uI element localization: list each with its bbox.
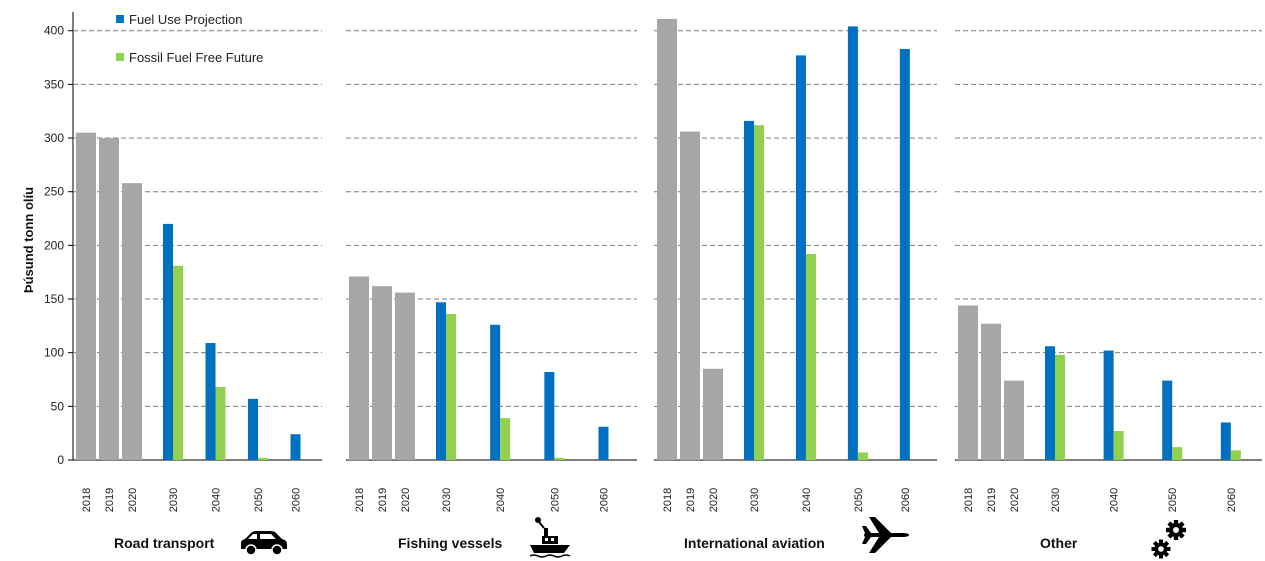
fuel-use-bar-2030: [744, 120, 754, 460]
y-tick-label: 300: [44, 131, 64, 145]
x-tick-label: 2019: [986, 488, 998, 512]
x-tick-label: 2030: [441, 488, 453, 512]
gears-icon: [1151, 520, 1186, 559]
x-tick-label: 2050: [1167, 488, 1179, 512]
x-tick-label: 2030: [1050, 488, 1062, 512]
fuel-use-bar-2040: [490, 324, 501, 460]
x-tick-label: 2040: [1109, 488, 1121, 512]
car-icon: [241, 531, 287, 556]
y-tick-label: 350: [44, 77, 64, 91]
fossil-free-bar-2040: [805, 253, 816, 460]
historical-bar-2020: [703, 368, 723, 460]
fossil-free-bar-2030: [754, 125, 764, 461]
fossil-free-bar-2050: [1172, 447, 1183, 460]
legend-label-fossil-free: Fossil Fuel Free Future: [129, 49, 264, 65]
fuel-use-bar-2050: [544, 372, 555, 460]
x-tick-label: 2030: [168, 488, 180, 512]
historical-bar-2018: [76, 132, 96, 460]
y-tick-label: 0: [57, 453, 64, 467]
group-label-international-aviation: International aviation: [684, 535, 825, 551]
historical-bar-2019: [372, 286, 392, 460]
x-tick-label: 2030: [749, 488, 761, 512]
fuel-use-bar-2040: [205, 343, 216, 460]
x-tick-label: 2060: [291, 488, 303, 512]
fuel-use-bar-2040: [1103, 350, 1114, 460]
historical-bar-2019: [981, 323, 1001, 460]
x-tick-label: 2019: [377, 488, 389, 512]
y-tick-label: 400: [44, 24, 64, 38]
y-tick-label: 100: [44, 346, 64, 360]
fuel-use-bar-2030: [436, 302, 446, 460]
x-tick-label: 2050: [853, 488, 865, 512]
y-tick-label: 150: [44, 292, 64, 306]
historical-bar-2020: [395, 292, 415, 460]
fuel-use-bar-2030: [1045, 346, 1055, 460]
x-tick-label: 2018: [963, 488, 975, 512]
legend: Fuel Use Projection Fossil Fuel Free Fut…: [116, 10, 263, 86]
fossil-free-bar-2030: [173, 265, 183, 460]
x-tick-label: 2019: [104, 488, 116, 512]
historical-bar-2019: [680, 131, 700, 461]
fuel-use-bar-2050: [248, 398, 258, 460]
x-tick-label: 2060: [1226, 488, 1238, 512]
y-tick-label: 250: [44, 185, 64, 199]
historical-bar-2020: [1004, 380, 1024, 460]
x-tick-label: 2018: [81, 488, 93, 512]
fossil-free-bar-2040: [215, 387, 226, 460]
x-tick-label: 2050: [549, 488, 561, 512]
fuel-use-bar-2040: [795, 55, 806, 460]
historical-bar-2018: [657, 18, 677, 461]
legend-label-fuel-use: Fuel Use Projection: [129, 11, 243, 27]
x-tick-label: 2060: [900, 488, 912, 512]
x-tick-label: 2020: [708, 488, 720, 512]
fossil-free-bar-2050: [554, 457, 565, 460]
y-tick-label: 200: [44, 238, 64, 252]
fossil-free-bar-2040: [1113, 431, 1124, 460]
fossil-free-bar-2040: [500, 418, 511, 460]
x-tick-label: 2020: [1009, 488, 1021, 512]
legend-swatch-fuel-use: [116, 15, 124, 23]
fuel-use-bar-2060: [899, 48, 910, 460]
legend-item-fossil-free: Fossil Fuel Free Future: [116, 48, 263, 66]
group-label-other: Other: [1040, 535, 1078, 551]
x-tick-label: 2018: [662, 488, 674, 512]
fuel-use-bar-2060: [1220, 422, 1231, 460]
airplane-icon: [862, 517, 909, 553]
historical-bar-2020: [122, 183, 142, 460]
y-tick-label: 50: [51, 399, 65, 413]
x-tick-label: 2060: [599, 488, 611, 512]
ship-icon: [529, 517, 571, 558]
legend-item-fuel-use: Fuel Use Projection: [116, 10, 263, 28]
fuel-use-bar-2060: [598, 426, 609, 460]
fossil-free-bar-2060: [1230, 450, 1241, 460]
fossil-free-bar-2030: [1055, 354, 1065, 460]
x-tick-label: 2040: [211, 488, 223, 512]
fuel-use-bar-2060: [290, 434, 301, 460]
x-tick-label: 2040: [495, 488, 507, 512]
x-tick-label: 2020: [400, 488, 412, 512]
x-tick-label: 2018: [354, 488, 366, 512]
historical-bar-2018: [958, 305, 978, 460]
fossil-free-bar-2050: [857, 452, 868, 460]
y-axis-label: Þúsund tonn olíu: [21, 187, 36, 293]
fuel-use-bar-2050: [1162, 380, 1173, 460]
x-tick-label: 2020: [127, 488, 139, 512]
group-label-road-transport: Road transport: [114, 535, 215, 551]
fuel-use-bar-2050: [847, 26, 858, 460]
x-tick-label: 2040: [801, 488, 813, 512]
x-tick-label: 2050: [253, 488, 265, 512]
fuel-use-bar-2030: [163, 223, 173, 460]
fossil-free-bar-2050: [258, 457, 268, 460]
fossil-free-bar-2030: [446, 314, 456, 460]
group-label-fishing-vessels: Fishing vessels: [398, 535, 503, 551]
legend-swatch-fossil-free: [116, 53, 124, 61]
historical-bar-2018: [349, 276, 369, 460]
x-tick-label: 2019: [685, 488, 697, 512]
historical-bar-2019: [99, 138, 119, 461]
